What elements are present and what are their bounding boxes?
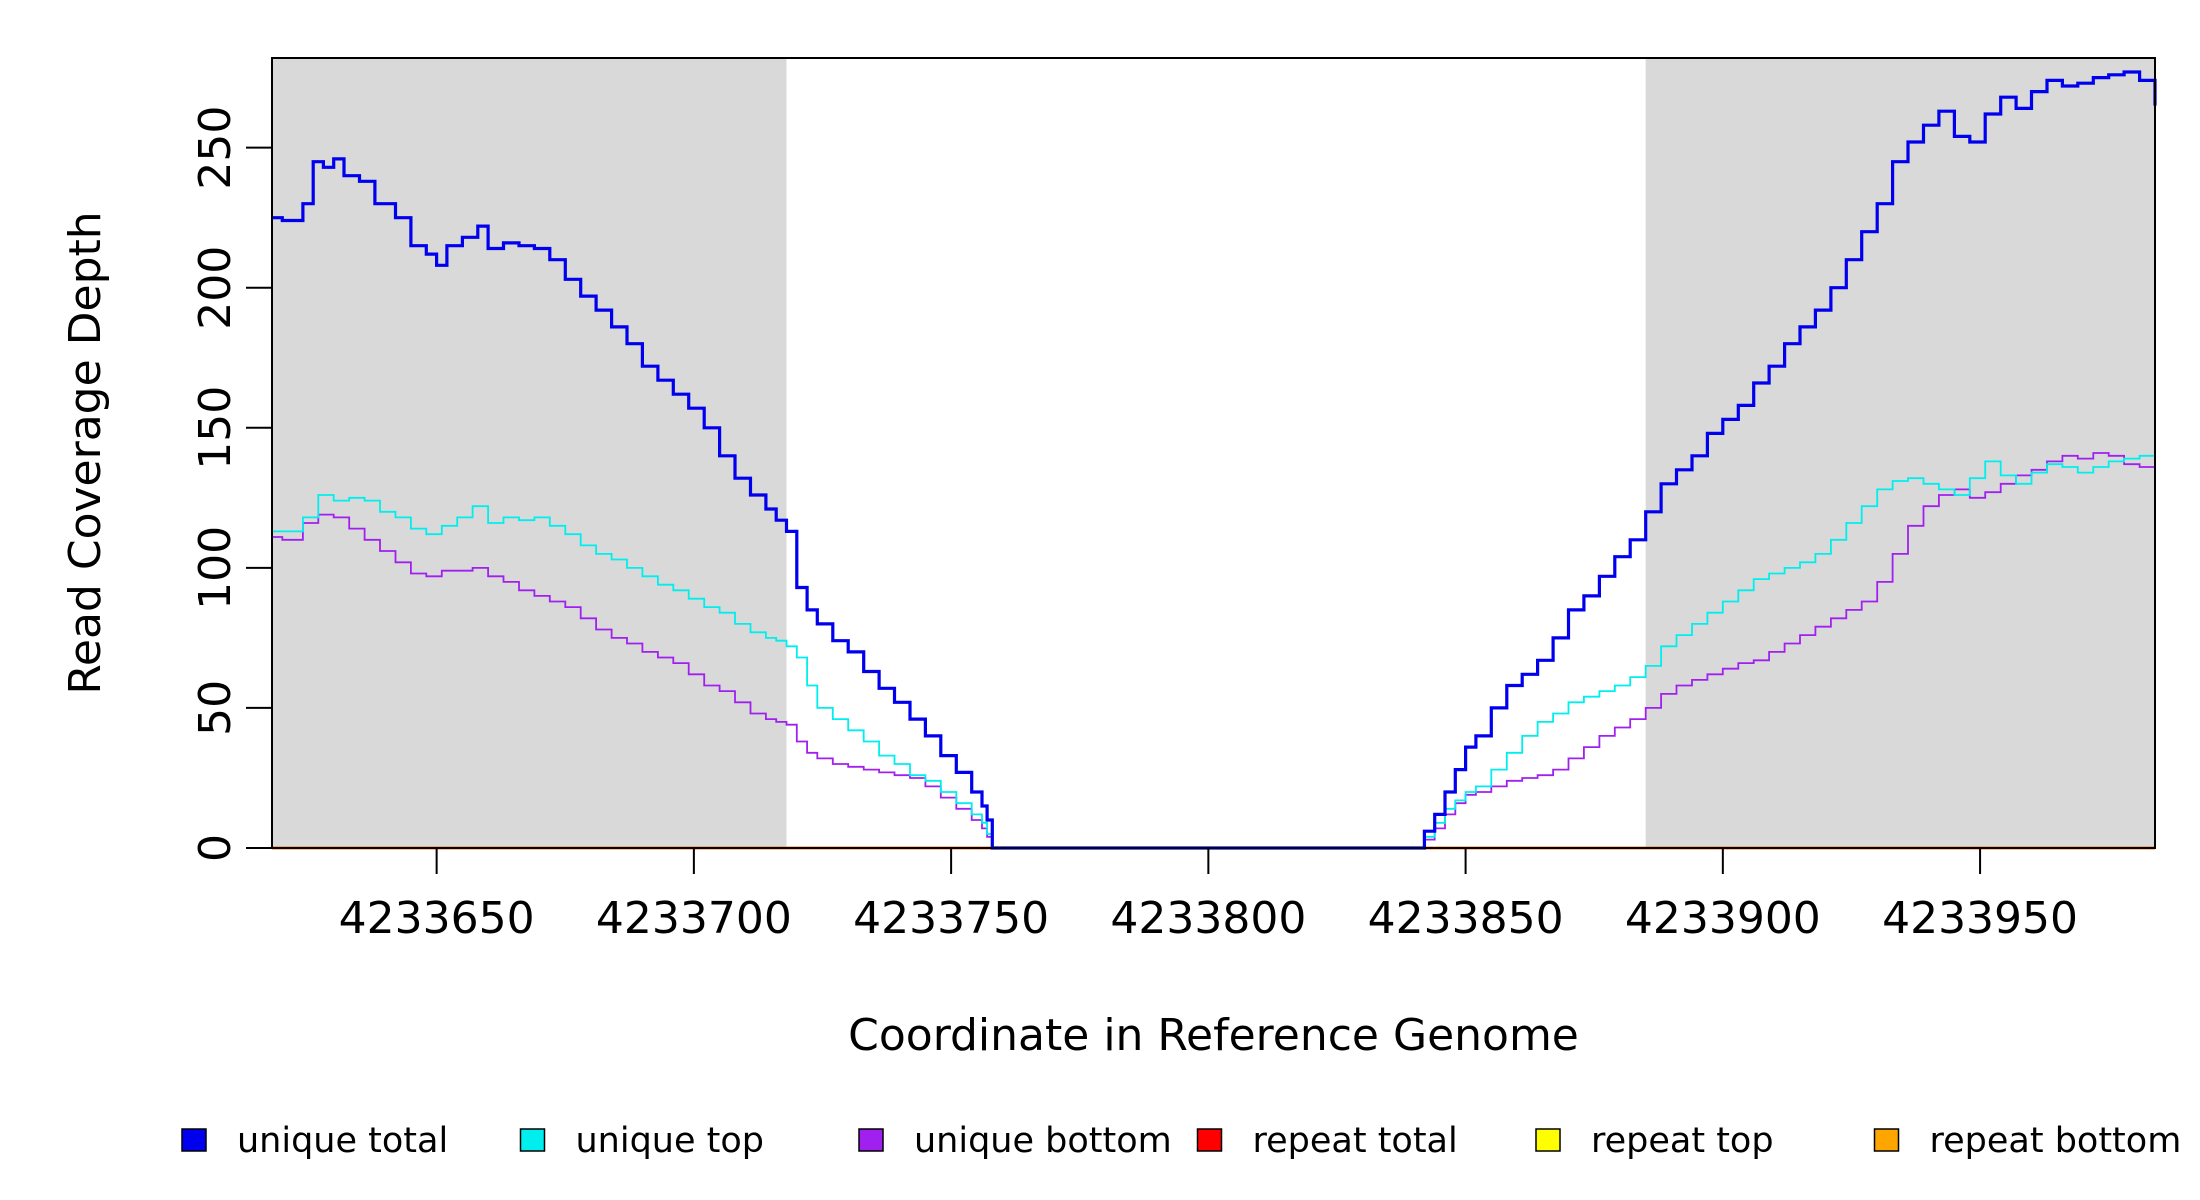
legend-label-repeat-total: repeat total bbox=[1253, 1121, 1458, 1161]
legend-swatch-repeat-bottom bbox=[1873, 1128, 1900, 1152]
y-tick-label: 150 bbox=[190, 386, 241, 470]
shaded-region-1 bbox=[272, 58, 787, 848]
y-axis-title: Read Coverage Depth bbox=[60, 211, 111, 694]
shaded-regions bbox=[272, 58, 2155, 848]
y-tick-label: 50 bbox=[190, 680, 241, 736]
x-tick-label: 4233900 bbox=[1625, 893, 1821, 944]
legend-swatch-repeat-total bbox=[1196, 1128, 1223, 1152]
y-tick-label: 0 bbox=[190, 834, 241, 862]
legend-label-repeat-bottom: repeat bottom bbox=[1930, 1121, 2182, 1161]
x-axis-title: Coordinate in Reference Genome bbox=[848, 1010, 1579, 1061]
legend-swatch-unique-total bbox=[181, 1128, 207, 1152]
shaded-region-2 bbox=[1645, 58, 2155, 848]
x-tick-label: 4233850 bbox=[1368, 893, 1564, 944]
legend-swatch-unique-bottom bbox=[858, 1128, 884, 1152]
x-tick-label: 4233800 bbox=[1110, 893, 1306, 944]
y-tick-label: 100 bbox=[190, 526, 241, 610]
legend-label-unique-total: unique total bbox=[237, 1121, 448, 1161]
x-tick-label: 4233750 bbox=[853, 893, 1049, 944]
x-axis: 4233650 4233700 4233750 4233800 4233850 42339… bbox=[339, 847, 2078, 944]
y-axis: 0 50 100 150 200 250 bbox=[190, 106, 273, 862]
legend-swatch-repeat-top bbox=[1535, 1128, 1561, 1152]
x-tick-label: 4233700 bbox=[596, 893, 792, 944]
legend-swatch-unique-top bbox=[519, 1128, 546, 1152]
y-tick-label: 250 bbox=[190, 106, 241, 190]
legend: unique total unique top unique bottom repea… bbox=[181, 1121, 2182, 1161]
legend-label-unique-bottom: unique bottom bbox=[914, 1121, 1172, 1161]
legend-label-repeat-top: repeat top bbox=[1591, 1121, 1774, 1161]
x-tick-label: 4233950 bbox=[1882, 893, 2078, 944]
legend-label-unique-top: unique top bbox=[576, 1121, 765, 1161]
y-tick-label: 200 bbox=[190, 246, 241, 330]
x-tick-label: 4233650 bbox=[339, 893, 535, 944]
